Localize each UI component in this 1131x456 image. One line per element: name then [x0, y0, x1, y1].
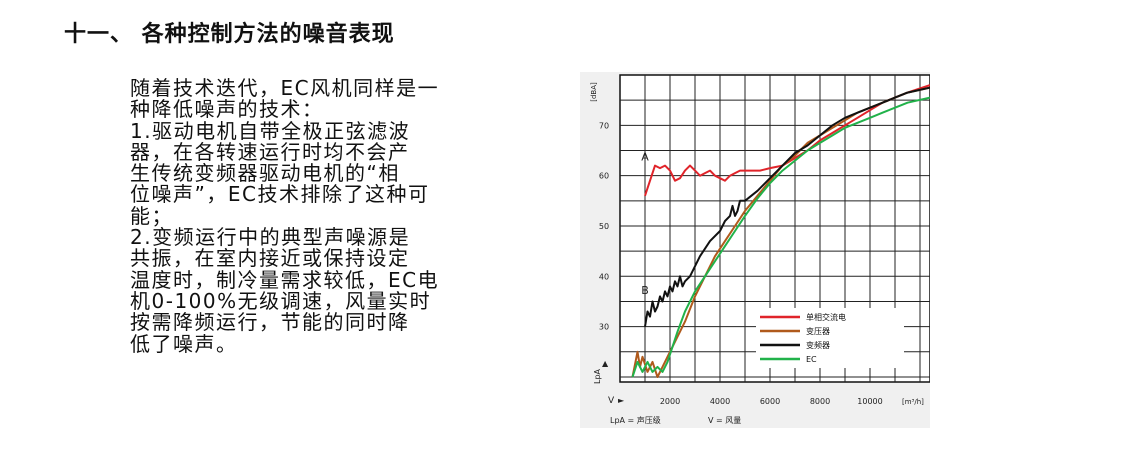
x-tick-label: 10000: [857, 397, 882, 406]
paragraph-line: 共振，在室内接近或保持设定: [130, 246, 410, 271]
y-tick-label: 50: [599, 222, 609, 231]
curve-annotations: AB: [641, 151, 649, 297]
curve-annotation-label: B: [641, 284, 649, 297]
legend-label: 变频器: [806, 340, 830, 350]
y-unit-label: [dBA]: [590, 82, 598, 102]
paragraph-line: 种降低噪声的技术：: [130, 97, 324, 122]
legend-label: 变压器: [806, 326, 830, 336]
x-axis-arrow: ►: [618, 396, 625, 405]
curve-annotation-label: A: [641, 151, 649, 164]
legend-label: 单相交流电: [806, 312, 846, 322]
paragraph-line: 机0-100%无级调速，风量实时: [130, 288, 432, 313]
legend-label: EC: [806, 355, 817, 364]
paragraph-line: 位噪声”，EC技术排除了这种可: [130, 182, 430, 207]
y-tick-label: 40: [599, 272, 609, 281]
paragraph-line: 低了噪声。: [130, 331, 238, 356]
paragraph-line: 2.变频运行中的典型声噪源是: [130, 225, 411, 250]
x-tick-label: 4000: [710, 397, 730, 406]
y-axis-symbol: LpA: [593, 368, 602, 384]
x-tick-label: 8000: [810, 397, 830, 406]
x-axis-note: V = 风量: [708, 416, 741, 425]
paragraph-line: 器，在各转速运行时均不会产: [130, 139, 410, 164]
paragraph-line: 生传统变频器驱动电机的“相: [130, 161, 400, 186]
page-title: 十一、 各种控制方法的噪音表现: [64, 22, 395, 47]
description-paragraph: 随着技术迭代，EC风机同样是一 种降低噪声的技术： 1.驱动电机自带全极正弦滤波…: [130, 76, 550, 356]
y-axis-note: LpA = 声压级: [610, 415, 661, 425]
x-unit-label: [m³/h]: [902, 398, 924, 406]
paragraph-line: 1.驱动电机自带全极正弦滤波: [130, 118, 411, 143]
y-tick-labels: 30 40 50 60 70: [599, 121, 609, 331]
y-tick-label: 30: [599, 323, 609, 332]
y-tick-label: 60: [599, 172, 609, 181]
paragraph-line: 能；: [130, 203, 173, 228]
x-tick-label: 6000: [760, 397, 780, 406]
paragraph-line: 随着技术迭代，EC风机同样是一: [130, 76, 440, 100]
series-lines: [631, 84, 931, 378]
x-axis-symbol: V: [608, 396, 615, 406]
x-tick-labels: 2000 4000 6000 8000 10000: [660, 397, 883, 406]
noise-chart: 30 40 50 60 70 2000 4000 6000 8000 10000 [dBA] […: [590, 74, 931, 425]
y-axis-arrow: ▲: [602, 359, 609, 368]
series-line-1: [644, 84, 931, 197]
noise-chart-panel: 30 40 50 60 70 2000 4000 6000 8000 10000 [dBA] […: [580, 72, 931, 428]
y-tick-label: 70: [599, 121, 609, 130]
series-line-3: [644, 86, 931, 327]
x-tick-label: 2000: [660, 397, 680, 406]
series-line-4: [631, 96, 931, 378]
paragraph-line: 按需降频运行，节能的同时降: [130, 310, 410, 335]
paragraph-line: 温度时，制冷量需求较低，EC电: [130, 267, 440, 292]
